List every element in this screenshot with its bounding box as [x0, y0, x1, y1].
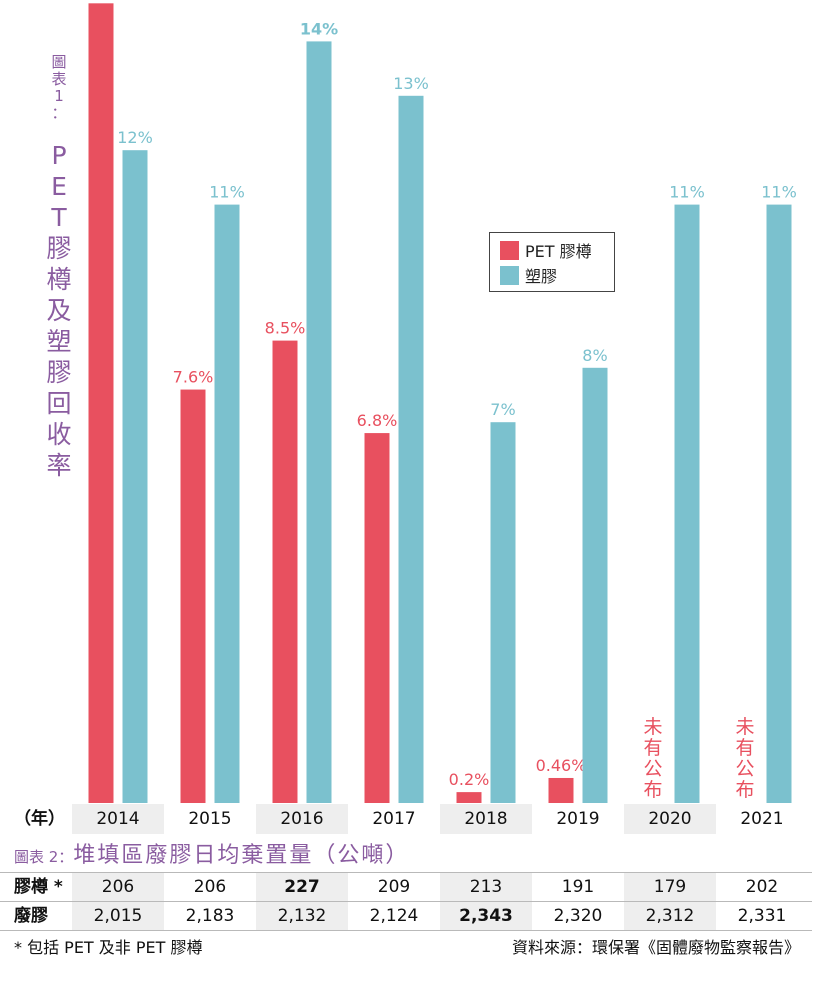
label-plastic-2021: 11%: [761, 183, 797, 202]
table-cell: 191: [561, 877, 595, 897]
table-divider: [0, 901, 812, 902]
bar-pet-2014: [88, 3, 114, 803]
chart-title-prefix: 圖表 1：: [51, 53, 67, 122]
bar-pet-2017: [364, 433, 390, 803]
label-pet-2021-not-published: 未有公布: [735, 716, 754, 801]
table-row-waste-plastic: 廢膠 2,015 2,183 2,132 2,124 2,343 2,320 2,312 2,…: [0, 902, 812, 930]
legend-swatch-pet: [500, 240, 519, 260]
table-cell: 213: [440, 873, 532, 901]
table-cell: 206: [193, 877, 227, 897]
x-tick-2020: 2020: [624, 804, 716, 834]
bar-plastic-2014: [122, 150, 148, 803]
table-cell: 2,331: [737, 906, 787, 926]
label-pet-2019: 0.46%: [536, 756, 587, 775]
table-cell: 209: [377, 877, 411, 897]
table-cell: 202: [745, 877, 779, 897]
legend: PET 膠樽 塑膠: [489, 232, 615, 292]
bar-plastic-2015: [214, 204, 240, 804]
table-cell: 2,183: [185, 906, 235, 926]
label-plastic-2016: 14%: [300, 19, 338, 38]
x-tick-2016: 2016: [256, 804, 348, 834]
label-plastic-2017: 13%: [393, 74, 429, 93]
row-label-bottles: 膠樽 *: [14, 877, 63, 897]
table-cell: 2,312: [624, 902, 716, 930]
label-plastic-2020: 11%: [669, 183, 705, 202]
label-pet-2017: 6.8%: [357, 411, 398, 430]
bar-pet-2015: [180, 389, 206, 803]
bar-plastic-2018: [490, 422, 516, 803]
source-note: 資料來源：環保署《固體廢物監察報告》: [511, 938, 800, 957]
bar-plastic-2020: [674, 204, 700, 804]
x-tick-2015: 2015: [188, 809, 232, 829]
table-title-text: 堆填區廢膠日均棄置量（公噸）: [73, 843, 410, 868]
year-axis-row: （年） 2014 2015 2016 2017 2018 2019 2020 2021: [0, 804, 812, 834]
label-plastic-2014: 12%: [117, 128, 153, 147]
legend-item-plastic: 塑膠: [500, 264, 557, 286]
legend-label-plastic: 塑膠: [525, 267, 558, 286]
table-cell: 2,124: [369, 906, 419, 926]
label-pet-2018: 0.2%: [449, 770, 490, 789]
x-tick-2018: 2018: [440, 804, 532, 834]
table-row-bottles: 膠樽 * 206 206 227 209 213 191 179 202: [0, 873, 812, 901]
bar-pet-2018: [456, 792, 482, 803]
table-cell: 2,343: [440, 902, 532, 930]
legend-swatch-plastic: [500, 265, 519, 285]
recycling-rate-chart: 14.7%7.6%8.5%6.8%0.2%0.46%未有公布未有公布12%11%…: [73, 0, 797, 804]
table-divider: [0, 930, 812, 931]
label-pet-2020-not-published: 未有公布: [643, 716, 662, 801]
row-label-waste-plastic: 廢膠: [14, 906, 48, 926]
table-cell: 2,132: [256, 902, 348, 930]
bar-plastic-2019: [582, 367, 608, 803]
bar-pet-2019: [548, 777, 574, 803]
label-plastic-2019: 8%: [582, 346, 607, 365]
label-pet-2016: 8.5%: [265, 319, 306, 338]
year-unit-label: （年）: [14, 809, 65, 829]
table-cell: 179: [624, 873, 716, 901]
table-title-prefix: 圖表 2：: [14, 848, 74, 866]
table-title: 圖表 2：堆填區廢膠日均棄置量（公噸）: [14, 839, 409, 873]
x-tick-2021: 2021: [740, 809, 784, 829]
legend-label-pet: PET 膠樽: [525, 242, 592, 261]
footnote: * 包括 PET 及非 PET 膠樽: [14, 938, 203, 957]
legend-item-pet: PET 膠樽: [500, 239, 592, 261]
x-tick-2017: 2017: [372, 809, 416, 829]
bar-pet-2016: [272, 340, 298, 803]
table-divider: [0, 872, 812, 873]
x-tick-2014: 2014: [72, 804, 164, 834]
label-pet-2015: 7.6%: [173, 368, 214, 387]
label-plastic-2018: 7%: [490, 400, 515, 419]
table-cell: 227: [256, 873, 348, 901]
bar-plastic-2016: [306, 41, 332, 803]
bar-plastic-2017: [398, 95, 424, 804]
table-cell: 206: [72, 873, 164, 901]
table-cell: 2,015: [72, 902, 164, 930]
x-tick-2019: 2019: [556, 809, 600, 829]
table-cell: 2,320: [553, 906, 603, 926]
bar-plastic-2021: [766, 204, 792, 804]
label-plastic-2015: 11%: [209, 183, 245, 202]
